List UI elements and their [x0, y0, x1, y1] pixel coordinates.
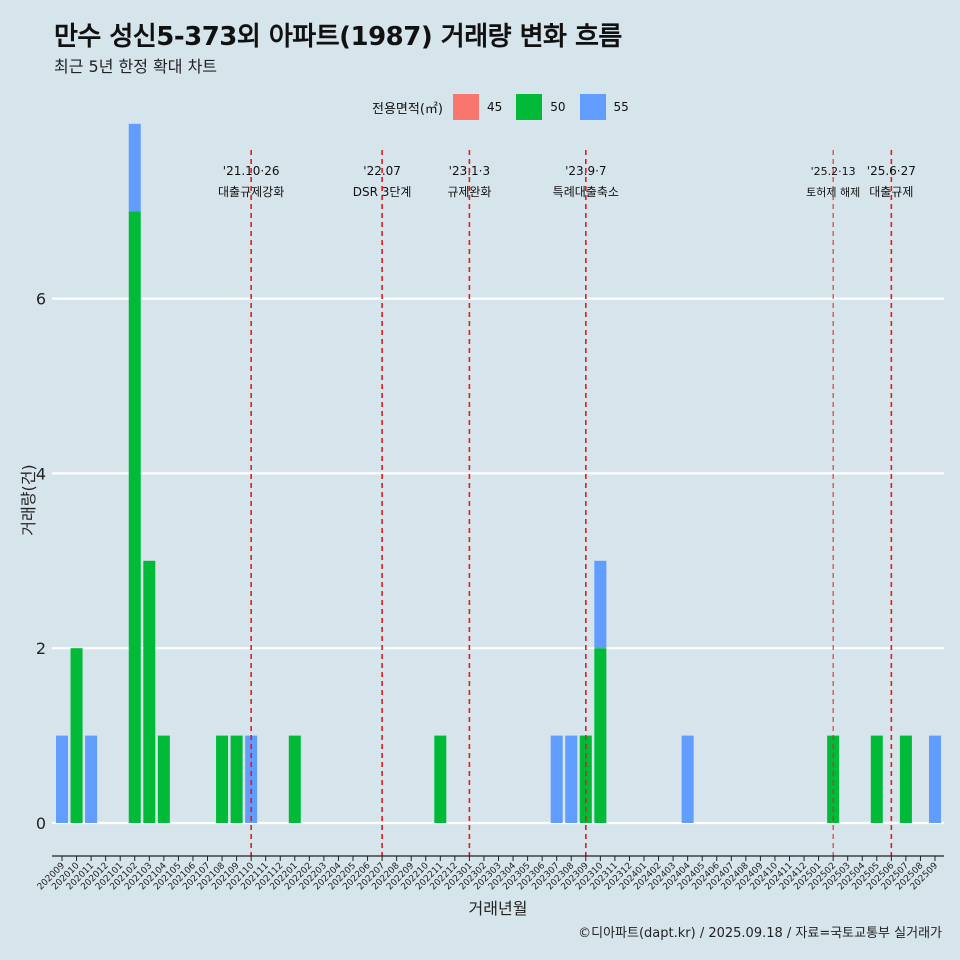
legend-label-45: 45	[486, 100, 503, 114]
bar-50-202201	[288, 735, 301, 823]
bar-55-202011	[85, 735, 98, 823]
event-description-label: 대출규제	[869, 185, 913, 199]
bar-50-202310	[594, 648, 607, 823]
legend-title: 전용면적(㎡)	[372, 101, 443, 117]
y-tick-label: 6	[36, 290, 46, 309]
y-tick-label: 0	[36, 814, 46, 833]
legend-label-50: 50	[550, 100, 566, 114]
bar-55-202307	[550, 735, 563, 823]
event-description-label: DSR 3단계	[353, 185, 412, 199]
bar-50-202505	[870, 735, 883, 823]
bar-55-202009	[56, 735, 68, 823]
bar-55-202404	[681, 735, 694, 823]
event-description-label: 토허제 해제	[806, 185, 860, 199]
event-description-label: 규제완화	[447, 185, 491, 199]
event-date-label: '23.1·3	[449, 164, 490, 178]
bar-55-202310	[594, 560, 607, 649]
event-date-label: '23.9·7	[565, 164, 606, 178]
bar-50-202109	[230, 735, 243, 823]
legend-item-55: 55	[579, 94, 629, 120]
bar-55-202110	[245, 735, 258, 823]
legend-swatch-50	[516, 94, 543, 120]
legend-item-50: 50	[516, 94, 566, 120]
bar-50-202010	[70, 648, 83, 823]
event-description-label: 특례대출축소	[553, 185, 619, 199]
bar-50-202104	[157, 735, 170, 823]
event-description-label: 대출규제강화	[218, 185, 284, 199]
bar-50-202502	[827, 735, 840, 823]
y-tick-label: 4	[36, 464, 46, 483]
legend: 전용면적(㎡) 45 50 55	[372, 93, 643, 121]
bar-50-202108	[216, 735, 229, 823]
bar-55-202308	[565, 735, 578, 823]
event-date-label: '22.07	[363, 164, 401, 178]
bar-55-202509	[929, 735, 941, 823]
bar-50-202309	[579, 735, 592, 823]
bar-50-202103	[143, 560, 156, 823]
y-axis-title: 거래량(건)	[19, 464, 38, 535]
source-caption: ©디아파트(dapt.kr) / 2025.09.18 / 자료=국토교통부 실…	[578, 926, 942, 941]
legend-swatch-45	[452, 94, 479, 120]
legend-swatch-55	[579, 94, 606, 120]
chart-subtitle: 최근 5년 한정 확대 차트	[54, 57, 218, 76]
chart-title: 만수 성신5-373외 아파트(1987) 거래량 변화 흐름	[54, 22, 622, 52]
event-date-label: '25.6·27	[867, 164, 916, 178]
y-tick-label: 2	[36, 639, 46, 658]
event-date-label: '25.2·13	[811, 165, 856, 178]
legend-item-45: 45	[452, 94, 503, 120]
legend-label-55: 55	[613, 100, 629, 114]
bar-50-202102	[128, 211, 141, 823]
bar-55-202102	[128, 123, 141, 212]
bar-50-202507	[899, 735, 912, 823]
bar-50-202211	[434, 735, 447, 823]
x-axis-title: 거래년월	[469, 899, 528, 918]
event-date-label: '21.10·26	[223, 164, 280, 178]
